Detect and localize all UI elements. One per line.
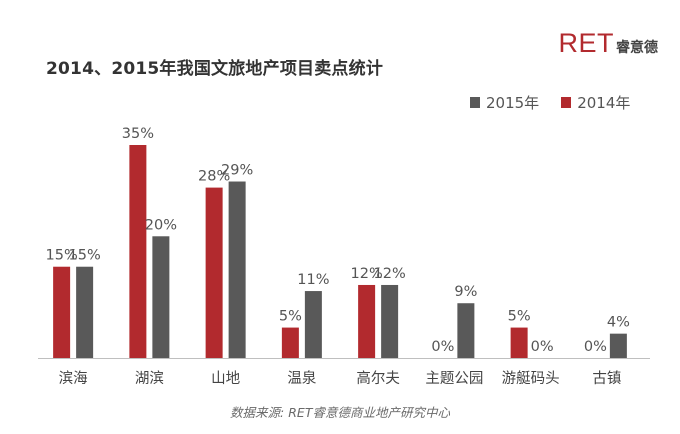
bar-2014-4: [358, 284, 376, 358]
data-label-2014-0: 15%: [46, 248, 78, 264]
bar-2015-3: [304, 291, 322, 358]
legend-swatch-2014: [561, 97, 572, 108]
logo-text: RET: [558, 28, 614, 58]
data-label-2015-5: 9%: [454, 284, 477, 300]
data-label-2015-6: 0%: [531, 339, 554, 355]
legend-label-2014: 2014年: [577, 94, 631, 112]
category-label-7: 古镇: [592, 370, 621, 387]
source-note: 数据来源: RET睿意德商业地产研究中心: [230, 405, 450, 420]
bar-2015-0: [76, 266, 94, 358]
data-label-2014-1: 35%: [122, 126, 154, 142]
data-label-2015-3: 11%: [297, 272, 329, 288]
bar-2015-1: [152, 236, 170, 358]
bar-2015-2: [228, 181, 246, 358]
category-label-6: 游艇码头: [502, 370, 560, 387]
bar-2014-2: [205, 187, 223, 358]
bar-2014-3: [281, 327, 299, 358]
data-label-2015-1: 20%: [145, 217, 177, 233]
category-label-3: 温泉: [287, 370, 316, 387]
data-label-2014-4: 12%: [351, 266, 383, 282]
data-label-2015-7: 4%: [607, 315, 630, 331]
bar-2015-7: [609, 333, 627, 358]
legend-label-2015: 2015年: [486, 94, 540, 112]
legend-item-2014: 2014年: [561, 92, 630, 113]
category-label-1: 湖滨: [135, 370, 164, 387]
logo-cn-text: 睿意德: [616, 40, 658, 56]
category-label-0: 滨海: [59, 370, 88, 387]
bar-2014-0: [53, 266, 71, 358]
data-label-2014-6: 5%: [508, 309, 531, 325]
bar-2015-4: [381, 284, 399, 358]
bar-2014-1: [129, 145, 147, 358]
data-label-2014-3: 5%: [279, 309, 302, 325]
legend: 2015年 2014年: [470, 92, 630, 113]
ret-logo: RET 睿意德: [559, 28, 659, 59]
category-label-2: 山地: [211, 370, 240, 387]
data-label-2014-7: 0%: [584, 339, 607, 355]
category-label-4: 高尔夫: [356, 370, 400, 387]
category-label-5: 主题公园: [425, 370, 483, 387]
bar-2014-6: [510, 327, 528, 358]
data-label-2015-2: 29%: [221, 163, 253, 179]
data-label-2015-4: 12%: [374, 266, 406, 282]
data-label-2015-0: 15%: [69, 248, 101, 264]
data-label-2014-2: 28%: [198, 169, 230, 185]
legend-item-2015: 2015年: [470, 92, 539, 113]
chart-title: 2014、2015年我国文旅地产项目卖点统计: [46, 59, 384, 79]
legend-swatch-2015: [470, 97, 480, 108]
data-label-2014-5: 0%: [431, 339, 454, 355]
bar-2015-5: [457, 303, 475, 358]
